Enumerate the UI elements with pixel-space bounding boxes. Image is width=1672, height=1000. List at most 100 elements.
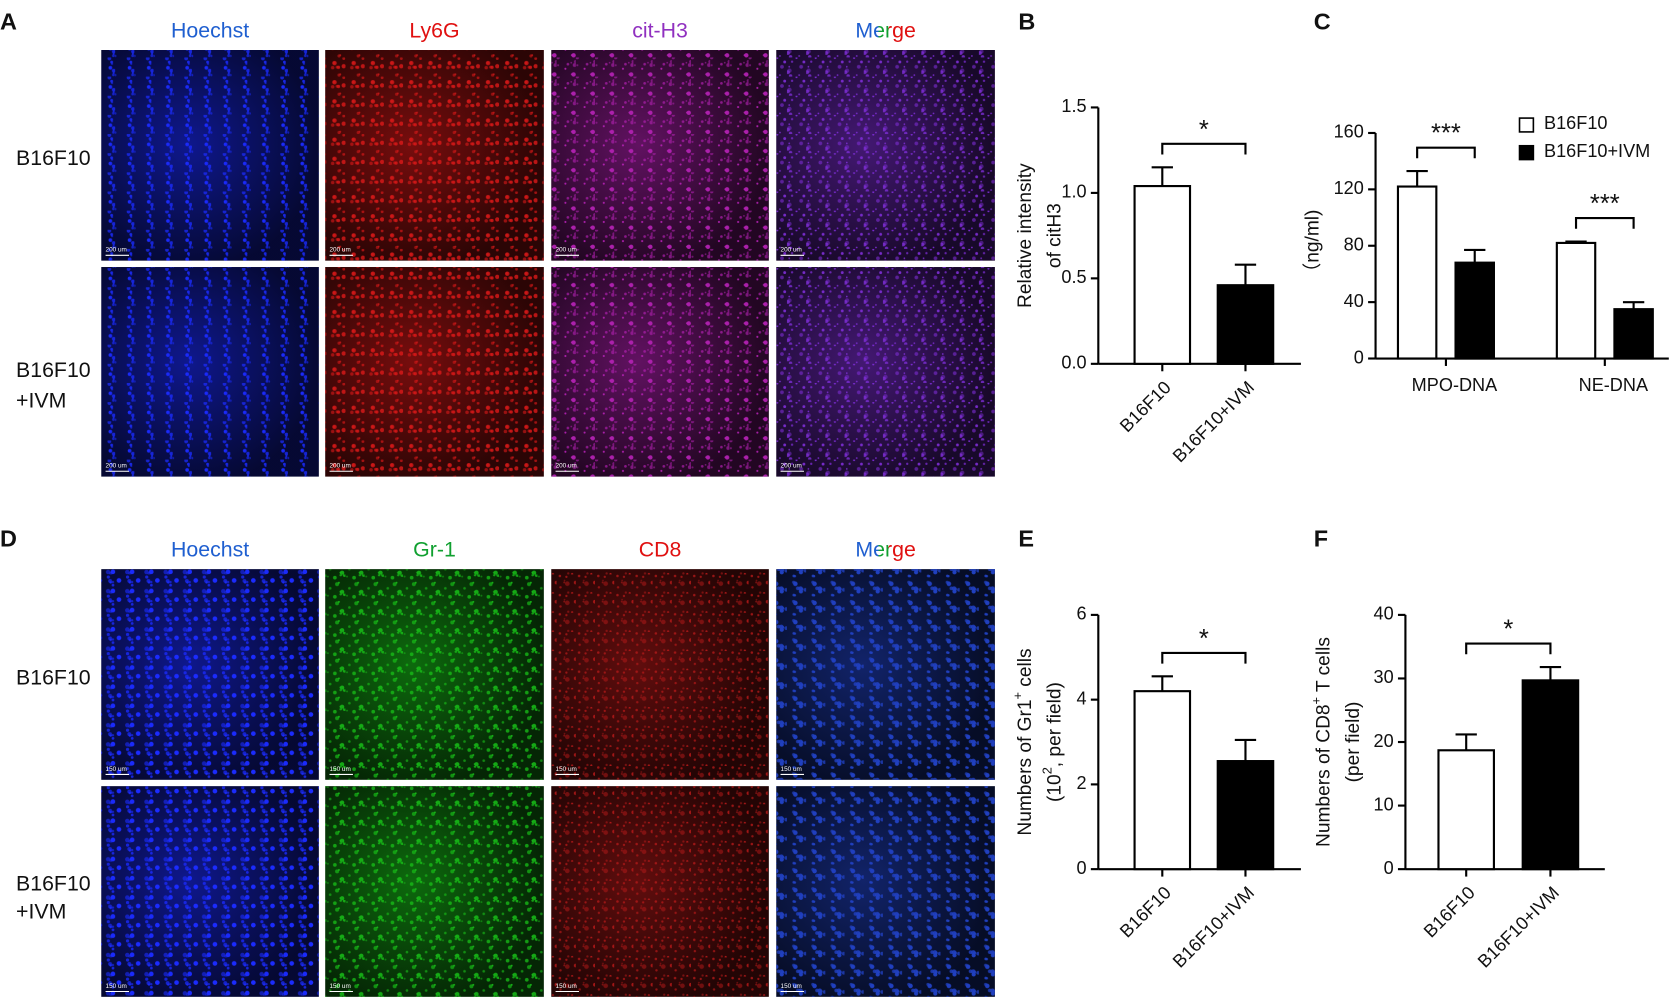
y-tick-label: 40 bbox=[1344, 291, 1364, 311]
scale-bar-label: 150 um bbox=[556, 983, 577, 990]
x-tick-label: B16F10 bbox=[1116, 883, 1175, 942]
row-label: B16F10 bbox=[16, 146, 91, 170]
y-axis-label-part: + bbox=[1308, 697, 1323, 704]
y-tick-label: 1.0 bbox=[1061, 182, 1086, 202]
significance-bracket bbox=[1416, 146, 1476, 159]
y-tick-label: 40 bbox=[1374, 604, 1394, 624]
x-tick-label: B16F10+IVM bbox=[1474, 883, 1563, 972]
column-header: Ly6G bbox=[409, 19, 459, 43]
micrograph-cells bbox=[325, 786, 544, 997]
y-tick-label: 2 bbox=[1076, 773, 1086, 793]
scale-bar-label: 150 um bbox=[106, 766, 127, 773]
y-tick-label: 0 bbox=[1384, 858, 1394, 878]
y-axis-label: Numbers of CD8+ T cells bbox=[1308, 637, 1334, 847]
bar bbox=[1555, 241, 1597, 360]
y-axis-label: Relative intensity bbox=[1015, 163, 1036, 308]
row-label: +IVM bbox=[16, 389, 66, 413]
y-axis-label-part: T cells bbox=[1313, 637, 1334, 697]
error-bar bbox=[1406, 169, 1428, 187]
error-bar bbox=[1539, 665, 1562, 681]
panel-letter: B bbox=[1018, 9, 1035, 35]
significance-label: * bbox=[1199, 116, 1209, 144]
scale-bar-label: 200 um bbox=[106, 463, 127, 470]
scale-bar-label: 200 um bbox=[106, 247, 127, 254]
y-tick-label: 10 bbox=[1374, 794, 1394, 814]
column-header: Hoechst bbox=[171, 19, 249, 43]
error-bar bbox=[1151, 166, 1173, 187]
significance-label: * bbox=[1503, 616, 1513, 644]
y-axis-label-part: of citH3 bbox=[1045, 203, 1066, 268]
significance-bracket bbox=[1161, 142, 1247, 155]
row-label: B16F10 bbox=[16, 358, 91, 382]
significance-label: *** bbox=[1590, 190, 1620, 218]
y-axis-label-part: Numbers of Gr1 bbox=[1015, 700, 1036, 836]
row-label: B16F10 bbox=[16, 665, 91, 689]
y-axis-label-part: （ng/ml) bbox=[1302, 210, 1324, 282]
bar bbox=[1521, 679, 1580, 871]
micrograph-cells bbox=[101, 569, 319, 780]
scale-bar-label: 200 um bbox=[781, 247, 802, 254]
bar bbox=[1216, 284, 1275, 365]
micrograph-cells bbox=[551, 50, 769, 261]
error-bar bbox=[1151, 675, 1173, 692]
y-tick-label: 4 bbox=[1076, 688, 1086, 708]
x-tick-label: B16F10 bbox=[1116, 377, 1175, 436]
y-tick-label: 1.5 bbox=[1061, 96, 1086, 116]
micrograph-cells bbox=[101, 50, 319, 261]
y-axis-label-part: Numbers of CD8 bbox=[1313, 704, 1334, 846]
x-tick-label: B16F10+IVM bbox=[1169, 883, 1258, 972]
micrograph-cells bbox=[776, 569, 995, 780]
y-axis-label: of citH3 bbox=[1045, 203, 1066, 268]
y-tick-label: 80 bbox=[1344, 235, 1364, 255]
x-tick-label: MPO-DNA bbox=[1412, 375, 1498, 395]
y-tick-label: 6 bbox=[1076, 604, 1086, 624]
significance-label: * bbox=[1199, 625, 1209, 653]
scale-bar-label: 150 um bbox=[781, 766, 802, 773]
x-tick-label: B16F10 bbox=[1420, 883, 1479, 942]
micrograph-cells bbox=[551, 786, 769, 997]
significance-label: *** bbox=[1431, 120, 1461, 148]
error-bar bbox=[1565, 240, 1587, 243]
y-tick-label: 20 bbox=[1374, 731, 1394, 751]
row-label: B16F10 bbox=[16, 872, 91, 896]
y-axis-label-part: + bbox=[1010, 692, 1025, 699]
y-axis-label: （ng/ml) bbox=[1302, 210, 1324, 282]
legend-swatch bbox=[1518, 117, 1535, 133]
micrograph-cells bbox=[551, 267, 769, 477]
row-label: +IVM bbox=[16, 899, 66, 923]
panel-letter: D bbox=[0, 526, 17, 552]
column-header: cit-H3 bbox=[632, 19, 688, 43]
significance-bracket bbox=[1574, 217, 1635, 229]
y-axis-label-part: (per field) bbox=[1343, 702, 1364, 783]
scale-bar-label: 150 um bbox=[781, 983, 802, 990]
column-header: Merge bbox=[855, 538, 915, 562]
micrograph-cells bbox=[325, 50, 544, 261]
y-axis-label-part: Relative intensity bbox=[1015, 163, 1036, 308]
scale-bar-label: 200 um bbox=[329, 247, 350, 254]
legend-label: B16F10 bbox=[1544, 113, 1607, 133]
error-bar bbox=[1234, 263, 1257, 286]
micrograph-cells bbox=[325, 267, 544, 477]
micrograph-cells bbox=[776, 267, 995, 477]
y-axis-label-part: cells bbox=[1015, 648, 1036, 692]
y-tick-label: 160 bbox=[1334, 122, 1364, 142]
scale-bar-label: 200 um bbox=[781, 463, 802, 470]
panel-letter: F bbox=[1314, 526, 1328, 552]
micrograph-cells bbox=[101, 786, 319, 997]
bar bbox=[1133, 690, 1192, 871]
bar bbox=[1454, 261, 1495, 360]
bar bbox=[1437, 749, 1495, 871]
micrograph-cells bbox=[325, 569, 544, 780]
column-header: Merge bbox=[855, 19, 915, 43]
bar bbox=[1216, 760, 1275, 871]
micrograph-cells bbox=[101, 267, 319, 477]
y-axis-label: (per field) bbox=[1343, 702, 1364, 783]
bar bbox=[1396, 185, 1438, 360]
panel-letter: E bbox=[1018, 526, 1034, 552]
y-tick-label: 30 bbox=[1374, 667, 1394, 687]
y-axis-label: (102, per field) bbox=[1040, 682, 1066, 802]
bar bbox=[1613, 308, 1654, 360]
significance-bracket bbox=[1465, 642, 1552, 655]
y-tick-label: 0 bbox=[1076, 858, 1086, 878]
column-header: CD8 bbox=[639, 538, 682, 562]
